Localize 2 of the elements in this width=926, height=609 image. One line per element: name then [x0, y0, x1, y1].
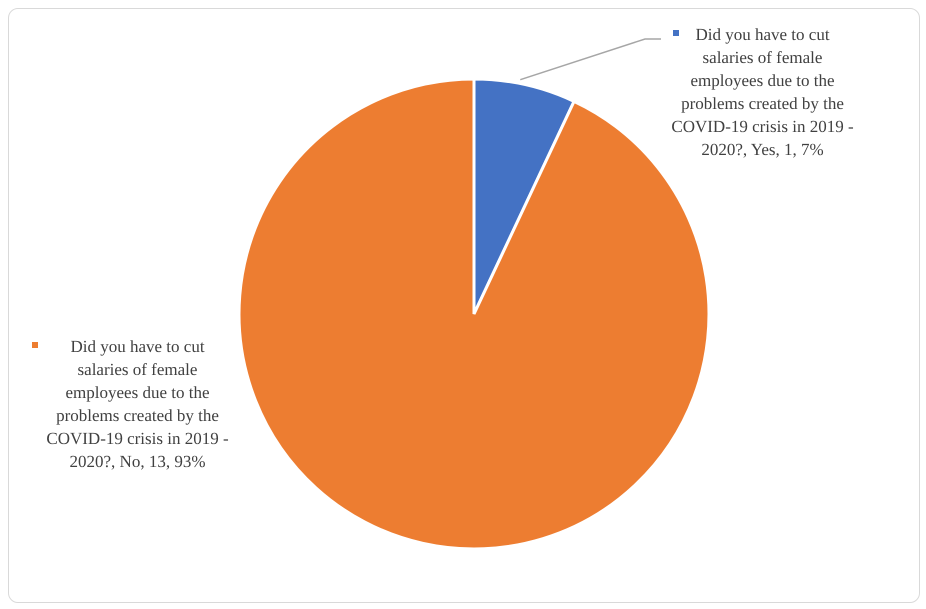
legend-label: Did you have to cut salaries of female employees due to the problems created by the COVID-19 crisis in 2019 - 2020?, Yes, 1, 7% — [670, 24, 855, 161]
legend-label: Did you have to cut salaries of female employees due to the problems created by the COVID-19 crisis in 2019 - 2020?, No, 13, 93% — [45, 336, 230, 473]
